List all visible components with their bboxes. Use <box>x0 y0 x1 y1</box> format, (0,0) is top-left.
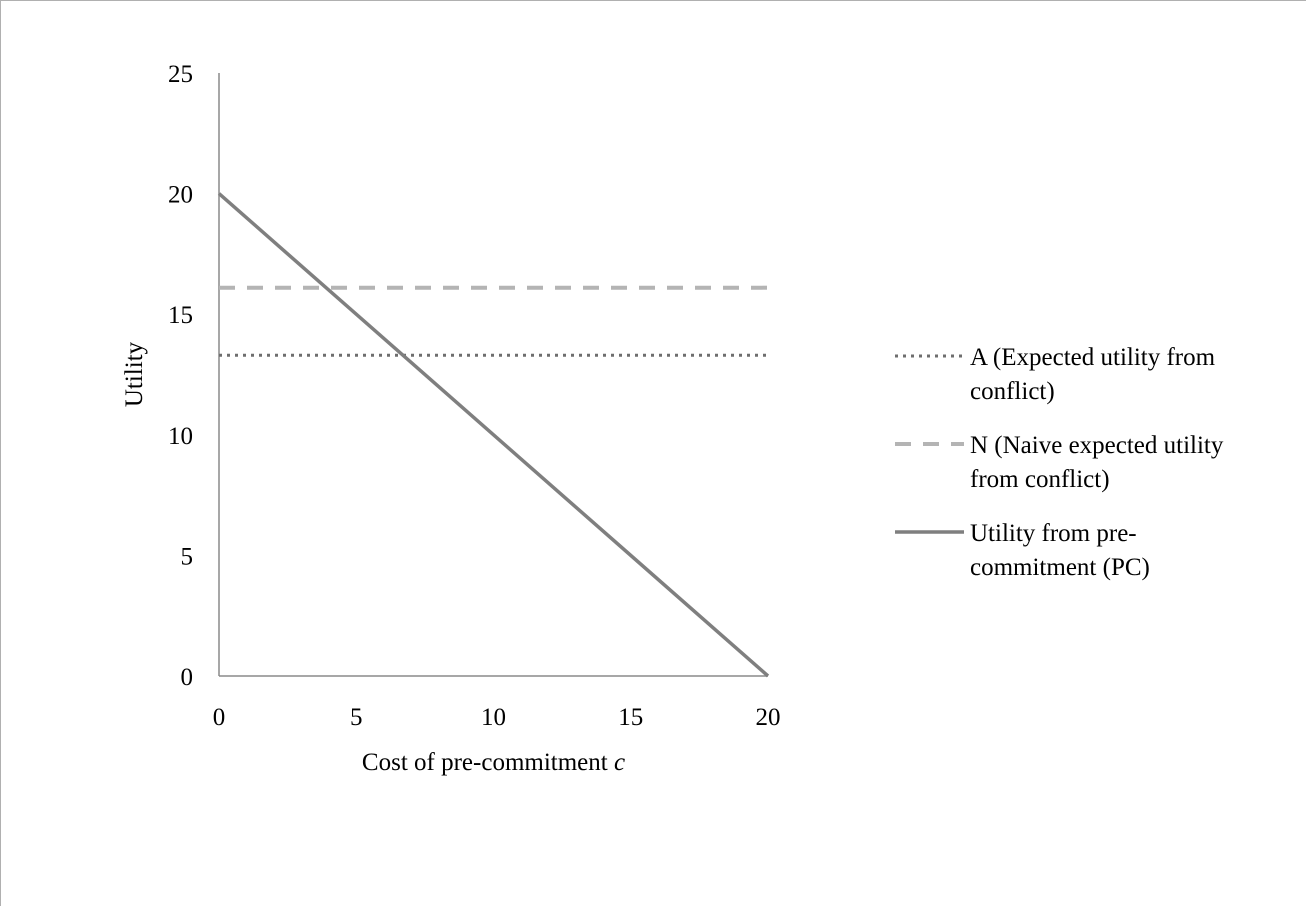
legend-label-0: conflict) <box>970 378 1055 405</box>
y-tick-label: 0 <box>181 664 194 691</box>
x-axis-title-variable: c <box>614 749 625 776</box>
x-tick-label: 0 <box>213 704 226 731</box>
x-tick-label: 15 <box>618 704 643 731</box>
axes <box>218 73 768 677</box>
y-tick-label: 5 <box>181 543 194 570</box>
x-axis-title: Cost of pre-commitment c <box>362 749 625 776</box>
x-axis-title-text: Cost of pre-commitment <box>362 749 608 776</box>
series-lines <box>217 192 770 678</box>
x-tick-label: 5 <box>350 704 363 731</box>
y-tick-label: 25 <box>168 61 193 88</box>
y-axis-title: Utility <box>121 341 148 407</box>
legend-label-1: from conflict) <box>970 466 1110 493</box>
y-tick-label: 15 <box>168 302 193 329</box>
tick-labels: 0 5 10 15 20 25 0 5 10 15 20 <box>168 61 781 731</box>
legend-label-2: commitment (PC) <box>970 554 1150 581</box>
legend: A (Expected utility from conflict) N (Naiv… <box>895 344 1224 581</box>
x-tick-label: 20 <box>756 704 781 731</box>
y-tick-label: 20 <box>168 182 193 209</box>
legend-label-0: A (Expected utility from <box>970 344 1216 371</box>
x-tick-label: 10 <box>481 704 506 731</box>
legend-label-1: N (Naive expected utility <box>970 432 1224 459</box>
y-tick-label: 10 <box>168 423 193 450</box>
legend-label-2: Utility from pre- <box>970 520 1137 547</box>
series-line-2 <box>217 192 770 678</box>
